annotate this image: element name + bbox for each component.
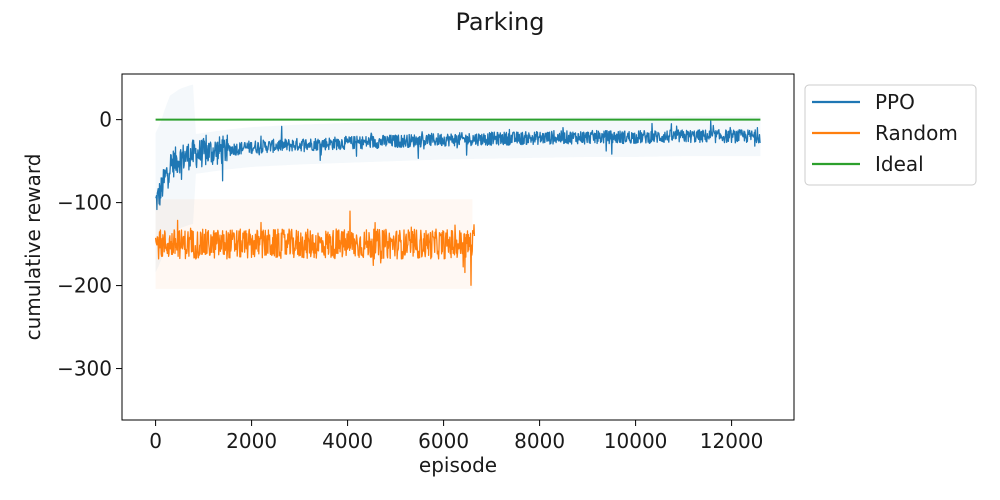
x-tick-label: 6000 [418,429,469,453]
y-tick-label: 0 [99,108,112,132]
legend-ppo-label: PPO [875,90,915,114]
x-tick-label: 2000 [226,429,277,453]
series-random [154,199,476,289]
plot-area [121,73,795,421]
series-ppo [155,84,761,273]
legend: PPO Random Ideal [804,84,977,186]
x-tick-label: 8000 [514,429,565,453]
y-tick-label: −300 [57,357,112,381]
x-axis: 0 2000 4000 6000 8000 10000 12000 [149,420,763,453]
legend-box [804,84,977,186]
plot-frame [121,73,795,421]
chart-title: Parking [456,8,545,36]
y-tick-label: −200 [57,274,112,298]
series-layer [154,84,761,289]
y-tick-label: −100 [57,191,112,215]
x-tick-label: 10000 [604,429,668,453]
y-axis: 0 −100 −200 −300 [57,108,122,381]
x-tick-label: 0 [149,429,162,453]
x-tick-label: 4000 [322,429,373,453]
legend-random-label: Random [875,121,958,145]
series-ppo-line [155,120,761,211]
y-axis-label: cumulative reward [21,154,45,341]
series-random-line [154,210,476,286]
x-tick-label: 12000 [700,429,764,453]
x-axis-label: episode [419,453,497,477]
legend-ideal-label: Ideal [875,152,924,176]
